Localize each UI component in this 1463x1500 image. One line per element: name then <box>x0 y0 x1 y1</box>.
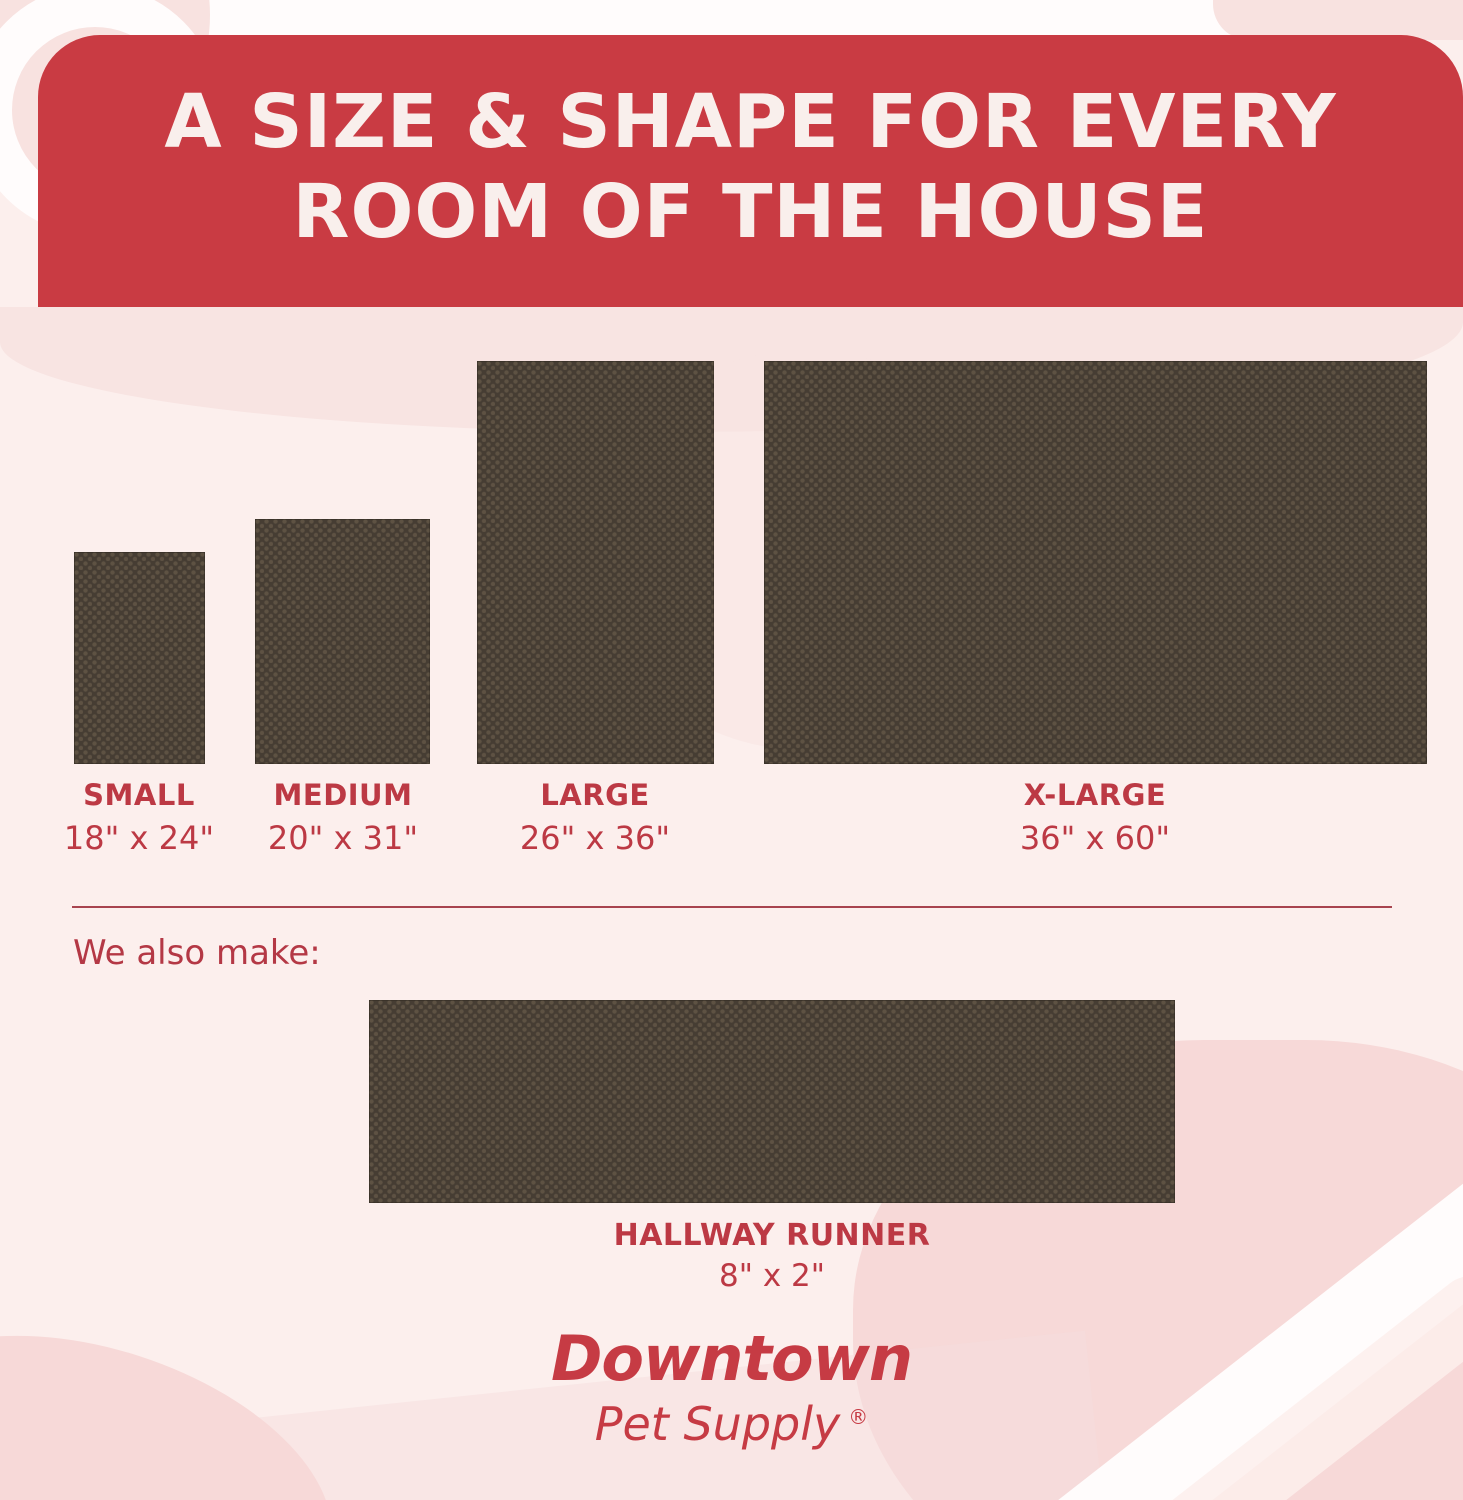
header-banner: A SIZE & SHAPE FOR EVERY ROOM OF THE HOU… <box>38 35 1463 307</box>
registered-trademark-icon: ® <box>848 1404 869 1429</box>
mat-swatch-small <box>74 552 205 764</box>
size-name-large: LARGE <box>540 778 650 812</box>
also-make-label: We also make: <box>73 933 321 973</box>
size-name-hallway-runner: HALLWAY RUNNER <box>613 1218 931 1253</box>
page-title: A SIZE & SHAPE FOR EVERY ROOM OF THE HOU… <box>38 35 1463 257</box>
mat-swatch-hallway-runner <box>369 1000 1175 1203</box>
brand-name-text: Pet Supply <box>594 1397 841 1451</box>
size-dims-large: 26" x 36" <box>519 819 671 857</box>
size-name-medium: MEDIUM <box>273 778 413 812</box>
size-label-hallway-runner: HALLWAY RUNNER 8" x 2" <box>612 1218 932 1294</box>
mat-swatch-medium <box>255 519 430 764</box>
size-dims-hallway-runner: 8" x 2" <box>718 1258 826 1294</box>
mat-swatch-x-large <box>764 361 1427 764</box>
size-label-small: SMALL 18" x 24" <box>24 778 254 857</box>
title-line-1: A SIZE & SHAPE FOR EVERY <box>164 79 1337 165</box>
brand-name-line-1: Downtown <box>550 1322 913 1395</box>
size-name-x-large: X-LARGE <box>1023 778 1167 812</box>
mat-swatch-large <box>477 361 714 764</box>
size-name-small: SMALL <box>83 778 195 812</box>
size-label-medium: MEDIUM 20" x 31" <box>228 778 458 857</box>
brand-name-line-2: Pet Supply ® <box>0 1397 1463 1451</box>
size-label-x-large: X-LARGE 36" x 60" <box>980 778 1210 857</box>
top-right-pink-blob <box>1213 0 1463 40</box>
size-dims-small: 18" x 24" <box>63 819 215 857</box>
size-dims-x-large: 36" x 60" <box>1019 819 1171 857</box>
brand-logo: Downtown Pet Supply ® <box>0 1322 1463 1451</box>
divider-line <box>72 906 1392 908</box>
size-label-large: LARGE 26" x 36" <box>480 778 710 857</box>
size-dims-medium: 20" x 31" <box>267 819 419 857</box>
title-line-2: ROOM OF THE HOUSE <box>292 169 1209 255</box>
